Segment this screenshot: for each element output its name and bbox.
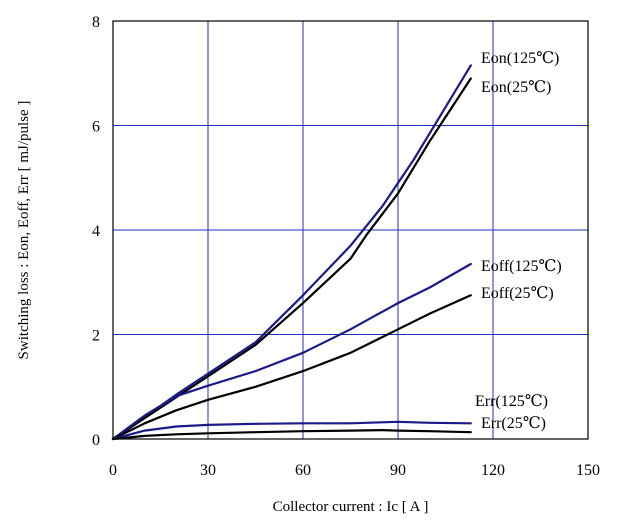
series-lines <box>111 64 472 441</box>
x-tick-label: 60 <box>295 462 311 479</box>
x-tick-label: 150 <box>576 462 600 479</box>
series-label: Eoff(25℃) <box>481 285 554 302</box>
x-tick-label: 120 <box>481 462 505 479</box>
series-line-2 <box>111 262 472 441</box>
series-line-1 <box>111 77 472 441</box>
series-line-5 <box>111 429 472 441</box>
x-tick-label: 0 <box>109 462 117 479</box>
series-label: Eoff(125℃) <box>481 258 562 275</box>
series-line-4 <box>111 420 472 441</box>
x-axis-title: Collector current : Ic [ A ] <box>273 499 429 515</box>
series-line-0 <box>111 64 472 441</box>
y-axis-title: Switching loss : Eon, Eoff, Err [ mJ/pul… <box>16 101 32 360</box>
series-label: Err(125℃) <box>475 393 548 410</box>
series-line-3 <box>111 294 472 441</box>
grid-lines <box>113 21 588 439</box>
x-tick-label: 30 <box>200 462 216 479</box>
series-label: Eon(125℃) <box>481 50 559 67</box>
series-label: Err(25℃) <box>481 415 546 432</box>
y-tick-label: 6 <box>92 119 100 136</box>
x-tick-label: 90 <box>390 462 406 479</box>
series-label: Eon(25℃) <box>481 79 551 96</box>
y-tick-label: 2 <box>92 328 100 345</box>
plot-frame <box>112 20 589 440</box>
tick-labels: 0 30 60 90 120 150 0 2 4 6 8 <box>92 14 600 479</box>
series-labels: Eon(125℃) Eon(25℃) Eoff(125℃) Eoff(25℃) Err(… <box>475 50 562 432</box>
y-tick-label: 8 <box>92 14 100 31</box>
y-tick-label: 4 <box>92 223 100 240</box>
y-tick-label: 0 <box>92 432 100 449</box>
